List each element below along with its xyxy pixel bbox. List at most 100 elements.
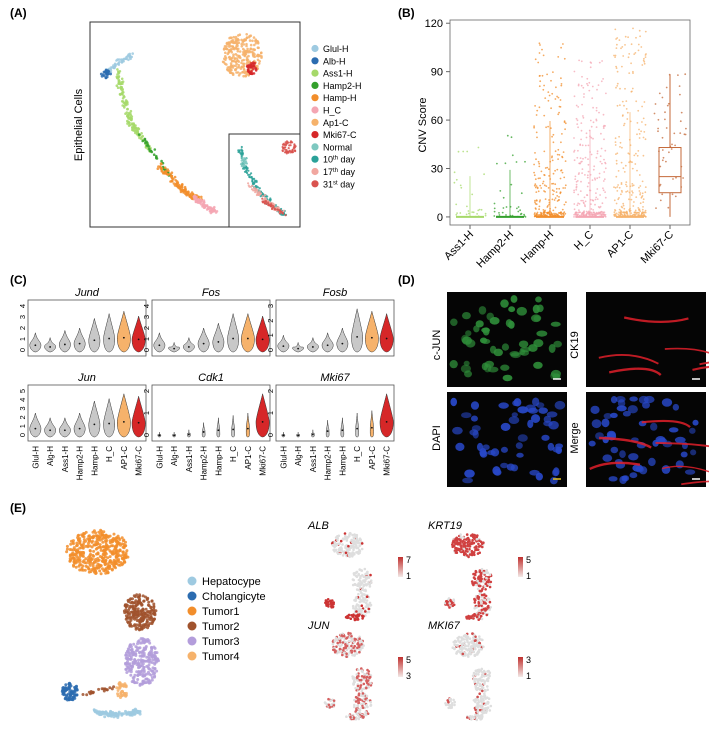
cell-point-hamp-h [167,169,170,173]
feature-cell-point [473,577,477,581]
legend-label: Glul-H [323,44,349,54]
cnv-point [625,183,627,186]
cnv-point [624,164,627,167]
cell-point-alb-h [99,72,103,76]
cell-point-tumor2 [150,608,154,612]
cell-point-tumor3 [150,669,154,673]
feature-cell-point [467,644,470,648]
feature-cell-point [337,547,341,551]
cnv-point [535,191,538,194]
violin-shape [255,315,270,353]
cnv-point [477,209,480,212]
cnv-point [551,212,553,215]
cnv-point [542,88,545,91]
panel-label-e: (E) [10,501,26,515]
cnv-point [604,196,607,199]
feature-cell-point [354,700,358,703]
cnv-point [557,56,560,58]
cnv-point [564,122,567,125]
cnv-point [533,174,536,177]
violin-y-tick-label: 2 [142,326,151,330]
cell-point-tumor3 [145,664,149,668]
cell-point-tumor3 [144,659,147,663]
cnv-point [619,141,622,144]
cell-point-ap1-c [230,63,233,67]
cnv-point [631,167,634,170]
feature-cell-point [484,571,487,575]
cell-point-ass1-h [116,68,119,71]
feature-cell-point [340,649,343,653]
cell-point-tumor3 [149,673,153,677]
cell-point-ap1-c [242,74,245,78]
cell-point-17th-day [257,191,260,194]
cell-point-tumor1 [112,532,116,536]
violin-x-tick-label: Alg-H [294,446,303,466]
feature-cell-point [357,645,361,649]
cell-point-tumor1 [78,541,82,545]
cnv-point [466,205,468,208]
cell-point-tumor3 [153,675,156,679]
cell-point-tumor2 [135,613,139,617]
feature-cell-point [339,539,343,543]
legend-swatch [311,69,319,77]
cell-point-hamp2-h [152,153,156,156]
cell-point-tumor1 [103,569,107,572]
cnv-point [540,187,543,189]
cell-point-tumor4 [122,692,126,695]
violin-shape [103,313,115,353]
cnv-point [559,191,562,194]
cnv-point [586,176,589,179]
feature-cell-point [359,568,362,572]
cnv-point [581,75,583,78]
feature-cell-point [368,601,372,605]
feature-cell-point [482,598,485,601]
feature-cell-point [360,608,363,612]
cell-point-ap1-c [237,66,241,69]
nucleus [462,477,473,484]
ck19-stain [623,316,689,323]
cell-point-31st-day [287,151,290,154]
cnv-point [622,202,625,205]
feature-cell-point [358,586,362,589]
cell-point-tumor1 [121,539,125,543]
cell-point-alb-h [104,76,108,80]
cnv-point [551,155,553,158]
feature-cell-point [326,598,330,601]
cell-point-tumor2 [102,687,106,691]
cell-point-hamp-h [169,180,172,183]
feature-cell-point [369,701,373,704]
feature-cell-point [348,533,351,536]
violin-shape [187,429,191,438]
feature-cell-point [478,637,482,641]
y-tick-label: 90 [431,67,443,79]
violin-plots: Jund01234Fos01234Fosb0123Jun012345Glul-H… [18,287,395,480]
nucleus [528,344,538,352]
cnv-point [457,150,460,153]
cnv-point [593,211,595,214]
violin-panel-frame [27,384,147,442]
cell-point-hamp-h [191,192,195,196]
feature-cell-point [340,547,343,550]
cnv-point [510,183,513,186]
feature-cell-point [477,613,480,616]
cell-point-tumor2 [142,599,146,603]
cnv-point [634,213,637,216]
feature-cell-point [361,599,365,603]
cnv-point [573,151,575,153]
feature-cell-point [327,697,330,701]
x-tick-label: Ass1-H [442,229,476,263]
cnv-point [596,88,598,91]
cnv-point [616,43,618,46]
feature-cell-point [337,534,341,538]
nucleus [554,400,566,410]
cnv-point [548,199,550,201]
cell-point-tumor1 [119,554,123,558]
cnv-point [622,167,625,170]
violin-gene-title: Mki67 [320,372,350,384]
cell-point-hamp-h [172,182,176,185]
cnv-point [598,213,601,215]
cnv-point [582,213,585,216]
cnv-point [534,58,537,61]
violin-median-dot [202,342,205,345]
cell-point-tumor3 [152,672,155,676]
